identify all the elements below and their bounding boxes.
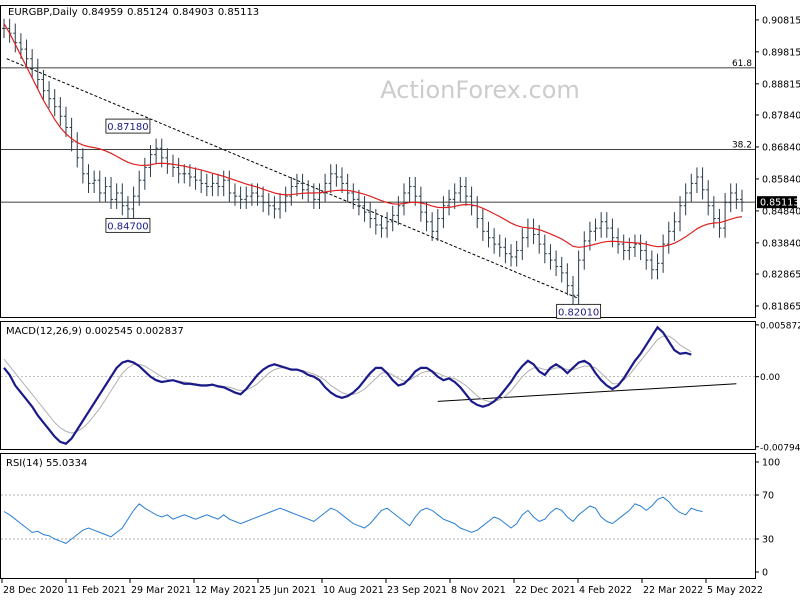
macd-main-line bbox=[3, 325, 692, 445]
date-tick-label: 22 Mar 2022 bbox=[643, 585, 703, 596]
chart-symbol-label: EURGBP,Daily 0.84959 0.85124 0.84903 0.85113 bbox=[8, 7, 259, 18]
price-trendline bbox=[6, 58, 579, 299]
rsi-panel-frame bbox=[0, 453, 756, 579]
macd-signal-line bbox=[3, 335, 692, 434]
annotation-box bbox=[556, 303, 602, 319]
symbol: EURGBP bbox=[8, 7, 49, 18]
date-axis: 28 Dec 2020 11 Feb 2021 29 Mar 2021 12 May … bbox=[1, 578, 763, 596]
timeframe: Daily bbox=[52, 7, 77, 18]
date-tick-label: 29 Mar 2021 bbox=[131, 585, 191, 596]
date-tick-label: 12 May 2021 bbox=[195, 585, 257, 596]
price-tick-label: 0.85840 bbox=[762, 174, 800, 185]
date-tick-label: 10 Aug 2021 bbox=[323, 585, 384, 596]
macd-tick-label: 0.005872 bbox=[760, 321, 800, 331]
ohlc-high: 0.85124 bbox=[127, 7, 168, 18]
rsi-line bbox=[3, 496, 703, 544]
rsi-levels bbox=[1, 494, 755, 540]
ohlc-close: 0.85113 bbox=[218, 7, 259, 18]
price-bars bbox=[2, 18, 744, 305]
date-tick-label: 11 Feb 2021 bbox=[67, 585, 126, 596]
rsi-tick-label: 30 bbox=[762, 535, 774, 546]
fib-level-label: 61.8 bbox=[732, 59, 752, 69]
last-price-tag bbox=[757, 196, 797, 209]
price-tick-label: 0.86840 bbox=[762, 142, 800, 153]
macd-tick-label: -0.007945 bbox=[760, 443, 800, 453]
macd-tick-label: 0.00 bbox=[760, 373, 780, 383]
watermark: ActionForex.com bbox=[380, 76, 580, 104]
macd-axis: 0.005872 0.00 -0.007945 bbox=[755, 321, 800, 453]
price-tick-label: 0.90815 bbox=[762, 15, 800, 26]
price-horizontal-lines: 61.8 38.2 bbox=[1, 59, 755, 203]
macd-label: MACD(12,26,9) 0.002545 0.002837 bbox=[6, 326, 184, 337]
date-tick-label: 28 Dec 2020 bbox=[3, 585, 64, 596]
annotation-box bbox=[105, 217, 151, 233]
ohlc-open: 0.84959 bbox=[82, 7, 123, 18]
price-annotations: 0.87180 0.84700 0.82010 bbox=[105, 118, 602, 319]
price-tick-label: 0.88815 bbox=[762, 79, 800, 90]
rsi-tick-label: 100 bbox=[762, 458, 780, 469]
macd-trendline bbox=[437, 383, 737, 402]
annotation-label: 0.87180 bbox=[107, 122, 148, 133]
price-tick-label: 0.83840 bbox=[762, 238, 800, 249]
rsi-label: RSI(14) 55.0334 bbox=[6, 458, 87, 469]
rsi-axis: 100 70 30 0 bbox=[755, 458, 780, 579]
price-tick-label: 0.89815 bbox=[762, 47, 800, 58]
last-price-label: 0.85113 bbox=[760, 198, 799, 209]
date-tick-label: 23 Sep 2021 bbox=[387, 585, 447, 596]
price-tick-label: 0.87840 bbox=[762, 110, 800, 121]
date-tick-label: 4 Feb 2022 bbox=[579, 585, 632, 596]
annotation-label: 0.84700 bbox=[107, 221, 148, 232]
annotation-label: 0.82010 bbox=[558, 307, 599, 318]
price-tick-label: 0.81865 bbox=[762, 301, 800, 312]
moving-average bbox=[3, 23, 743, 248]
price-axis: 0.90815 0.89815 0.88815 0.87840 0.86840 0.858… bbox=[755, 15, 800, 312]
macd-panel-frame bbox=[0, 321, 756, 450]
date-tick-label: 22 Dec 2021 bbox=[515, 585, 576, 596]
rsi-tick-label: 0 bbox=[762, 568, 768, 579]
date-tick-label: 5 May 2022 bbox=[707, 585, 763, 596]
macd-support-line bbox=[437, 383, 737, 402]
macd-lines bbox=[3, 325, 692, 445]
fib-level-label: 38.2 bbox=[732, 141, 752, 151]
date-tick-label: 25 Jun 2021 bbox=[259, 585, 316, 596]
date-tick-label: 8 Nov 2021 bbox=[451, 585, 506, 596]
downtrend-line bbox=[6, 58, 579, 299]
price-tick-label: 0.84840 bbox=[762, 206, 800, 217]
ma-line bbox=[3, 23, 743, 248]
price-panel-frame bbox=[0, 5, 756, 318]
rsi-series bbox=[3, 496, 703, 544]
price-tick-label: 0.82865 bbox=[762, 270, 800, 281]
rsi-tick-label: 70 bbox=[762, 491, 774, 502]
ohlc-low: 0.84903 bbox=[172, 7, 213, 18]
annotation-box bbox=[105, 118, 151, 134]
